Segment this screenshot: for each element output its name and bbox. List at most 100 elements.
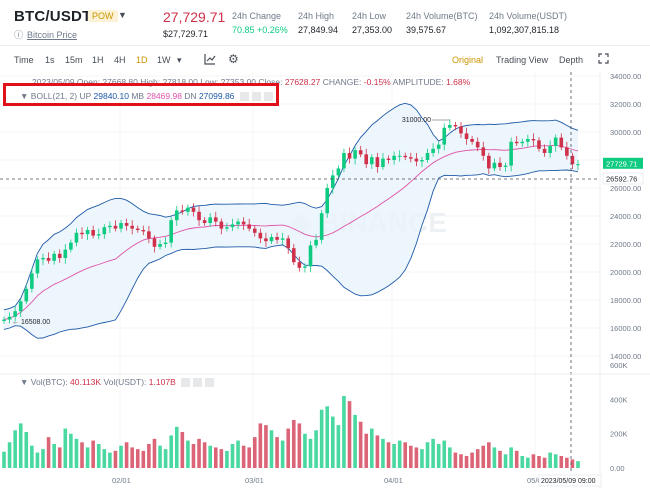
volume-bar xyxy=(80,442,84,468)
interval-1h[interactable]: 1H xyxy=(92,55,104,65)
volume-bar xyxy=(297,423,302,468)
volume-bar xyxy=(30,445,34,468)
volume-bar xyxy=(442,440,447,468)
boll-visibility-icon[interactable] xyxy=(239,92,249,102)
volume-bar xyxy=(35,452,40,468)
candle-body xyxy=(576,164,580,166)
volume-bar xyxy=(386,442,391,468)
volume-bar xyxy=(414,447,419,468)
candle-body xyxy=(364,154,369,165)
ohlc-legend: 2023/05/09 Open: 27668.80 High: 27818.00… xyxy=(32,77,471,87)
fullscreen-icon[interactable] xyxy=(598,53,609,66)
crosshair-time-tag: 2023/05/09 09:00 xyxy=(541,478,596,485)
volume-bar xyxy=(135,449,140,468)
interval-15m[interactable]: 15m xyxy=(65,55,83,65)
chart-area[interactable]: ◆ BINANCE 34000.0032000.0030000.0028000.… xyxy=(0,72,650,488)
volume-settings-icon[interactable] xyxy=(193,378,203,388)
volume-bar xyxy=(169,435,173,468)
candle-body xyxy=(119,223,123,229)
crosshair-price-tag-bg xyxy=(602,172,644,185)
candle-body xyxy=(280,238,285,240)
bitcoin-price-link[interactable]: ⓘ Bitcoin Price xyxy=(14,30,78,40)
candle-body xyxy=(158,244,162,247)
volume-bar xyxy=(147,444,151,468)
candle-body xyxy=(553,137,558,146)
candle-body xyxy=(130,225,134,229)
candle-body xyxy=(308,245,313,267)
volume-close-icon[interactable] xyxy=(205,378,215,388)
pair-dropdown-icon[interactable]: ▼ xyxy=(118,10,127,20)
candle-body xyxy=(503,165,508,167)
volume-bar xyxy=(280,440,285,468)
view-original[interactable]: Original xyxy=(452,55,484,65)
volume-bar xyxy=(174,426,179,468)
volume-bar xyxy=(448,447,452,468)
candle-body xyxy=(425,153,430,160)
volume-bar xyxy=(358,421,363,468)
boll-legend[interactable]: ▼ BOLL(21, 2) UP 29840.10 MB 28469.98 DN… xyxy=(20,91,273,102)
volume-bar xyxy=(353,414,357,468)
pair-title[interactable]: BTC/USDT xyxy=(14,8,92,25)
candle-body xyxy=(303,266,307,268)
candle-body xyxy=(481,147,486,156)
volume-visibility-icon[interactable] xyxy=(181,378,191,388)
price-tick-label: 20000.00 xyxy=(610,268,641,277)
candle-body xyxy=(252,228,257,233)
volume-legend[interactable]: ▼ Vol(BTC): 40.113K Vol(USDT): 1.107B xyxy=(20,377,215,388)
high-marker: 31000.00 xyxy=(402,117,431,124)
volume-bar xyxy=(275,437,279,468)
interval-4h[interactable]: 4H xyxy=(114,55,126,65)
interval-1d[interactable]: 1D xyxy=(136,55,148,65)
volume-bar xyxy=(420,449,424,468)
volume-bar xyxy=(381,438,385,468)
volume-bar xyxy=(85,447,90,468)
candle-body xyxy=(57,253,62,258)
indicator-icon[interactable] xyxy=(204,53,216,67)
volume-bar xyxy=(537,456,541,468)
chart-toolbar: Time 1s 15m 1H 4H 1D 1W ▾ ⚙ Original Tra… xyxy=(0,50,650,72)
low-marker: ← 16508.00 xyxy=(12,319,50,326)
view-depth[interactable]: Depth xyxy=(559,55,584,65)
volume-bar xyxy=(431,438,435,468)
candle-body xyxy=(353,150,357,159)
interval-dropdown-icon[interactable]: ▾ xyxy=(177,55,182,65)
candle-body xyxy=(236,221,240,225)
candlestick-chart[interactable]: ◆ BINANCE 34000.0032000.0030000.0028000.… xyxy=(0,72,650,488)
candle-body xyxy=(169,220,173,243)
price-tick-label: 30000.00 xyxy=(610,128,641,137)
volume-bar xyxy=(565,457,569,468)
candle-body xyxy=(247,224,252,229)
interval-1w[interactable]: 1W xyxy=(157,55,171,65)
volume-bar xyxy=(7,442,12,468)
collapse-icon: ▼ xyxy=(20,377,29,387)
volume-bar xyxy=(141,450,146,468)
interval-time[interactable]: Time xyxy=(14,55,34,65)
candle-body xyxy=(80,232,84,235)
candle-body xyxy=(108,225,112,228)
candle-body xyxy=(275,237,279,240)
volume-bar xyxy=(291,420,296,468)
volume-bar xyxy=(342,396,346,468)
last-price-usd: $27,729.71 xyxy=(163,29,209,39)
settings-gear-icon[interactable]: ⚙ xyxy=(228,52,239,66)
candle-body xyxy=(559,137,564,148)
volume-bar xyxy=(69,433,73,468)
volume-bar xyxy=(213,447,218,468)
candle-body xyxy=(297,262,302,268)
view-trading-view[interactable]: Trading View xyxy=(496,55,549,65)
candle-body xyxy=(548,146,552,153)
volume-bar xyxy=(108,452,112,468)
candle-body xyxy=(186,207,190,212)
volume-bar xyxy=(375,435,380,468)
candle-body xyxy=(74,232,79,243)
interval-1s[interactable]: 1s xyxy=(45,55,55,65)
boll-settings-icon[interactable] xyxy=(251,92,261,102)
boll-close-icon[interactable] xyxy=(263,92,273,102)
volume-bar xyxy=(247,447,252,468)
volume-bar xyxy=(102,449,107,468)
volume-bar xyxy=(314,430,318,468)
price-tick-label: 34000.00 xyxy=(610,72,641,81)
candle-body xyxy=(202,220,207,223)
volume-bar xyxy=(336,425,341,468)
candle-body xyxy=(30,273,34,289)
